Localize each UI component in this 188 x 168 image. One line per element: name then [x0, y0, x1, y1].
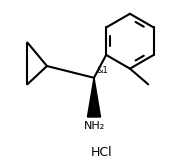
Text: HCl: HCl	[91, 146, 113, 159]
Text: &1: &1	[97, 66, 108, 75]
Text: NH₂: NH₂	[83, 121, 105, 131]
Polygon shape	[87, 78, 101, 117]
